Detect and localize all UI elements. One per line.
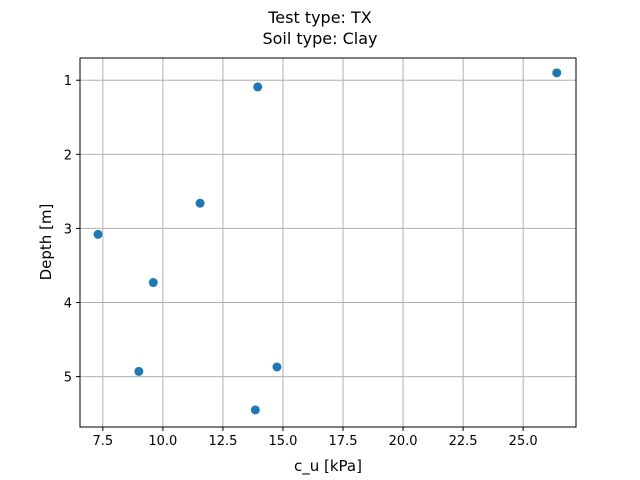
data-point <box>250 405 260 415</box>
chart-title-line-2: Soil type: Clay <box>262 29 377 48</box>
data-point <box>93 229 103 239</box>
y-tick-label: 2 <box>64 148 72 163</box>
x-tick-label: 7.5 <box>92 434 113 449</box>
data-point <box>134 366 144 376</box>
x-tick-label: 20.0 <box>389 434 418 449</box>
x-tick-label: 25.0 <box>509 434 538 449</box>
x-tick-label: 17.5 <box>329 434 358 449</box>
data-point <box>253 82 263 92</box>
y-tick-label: 5 <box>64 371 72 386</box>
data-points <box>93 68 562 415</box>
x-tick-label: 10.0 <box>148 434 177 449</box>
y-tick-label: 1 <box>64 74 72 89</box>
y-tick-label: 4 <box>64 297 72 312</box>
y-axis-ticks: 1 2 3 4 5 <box>64 74 80 386</box>
x-tick-label: 15.0 <box>268 434 297 449</box>
data-point <box>195 198 205 208</box>
chart-title-line-1: Test type: TX <box>267 8 372 27</box>
grid <box>80 58 576 427</box>
x-axis-label: c_u [kPa] <box>294 457 362 476</box>
y-tick-label: 3 <box>64 222 72 237</box>
x-tick-label: 22.5 <box>449 434 478 449</box>
data-point <box>148 278 158 288</box>
x-axis-ticks: 7.5 10.0 12.5 15.0 17.5 20.0 22.5 25.0 <box>92 427 538 449</box>
y-axis-label: Depth [m] <box>37 204 55 281</box>
data-point <box>552 68 562 78</box>
plot-area-frame <box>79 57 577 428</box>
x-tick-label: 12.5 <box>208 434 237 449</box>
data-point <box>272 362 282 372</box>
